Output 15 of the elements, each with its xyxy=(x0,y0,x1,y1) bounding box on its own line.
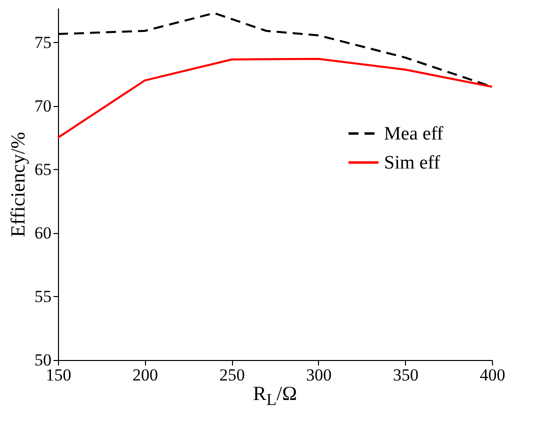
legend-label: Sim eff xyxy=(384,152,441,174)
x-axis-title: R$_{L}$/Ω xyxy=(252,383,298,411)
x-tick-label: 400 xyxy=(480,366,506,384)
y-tick-label: 60 xyxy=(34,223,52,242)
x-tick-label: 200 xyxy=(132,366,158,384)
legend-label: Mea eff xyxy=(384,124,444,144)
x-tick-label: 300 xyxy=(306,366,332,384)
y-tick-label: 75 xyxy=(34,32,52,52)
y-tick-label: 65 xyxy=(34,160,52,179)
y-tick-label: 55 xyxy=(34,286,52,306)
line-series xyxy=(57,58,493,139)
y-tick-label: 70 xyxy=(34,96,52,116)
y-axis-title: Efficiency/% xyxy=(8,132,30,238)
x-tick-label: 250 xyxy=(219,366,245,384)
x-tick-label: 350 xyxy=(392,366,418,384)
